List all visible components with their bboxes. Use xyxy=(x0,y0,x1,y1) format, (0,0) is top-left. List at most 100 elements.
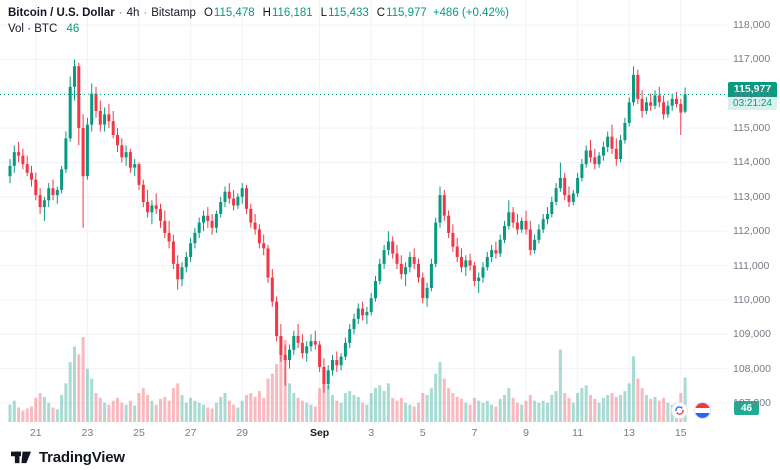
price-tick-label: 108,000 xyxy=(733,362,771,375)
volume-bar xyxy=(636,378,640,422)
volume-bar xyxy=(60,394,64,422)
candle-body xyxy=(644,102,648,111)
volume-bar xyxy=(554,391,558,422)
candle-body xyxy=(305,346,309,354)
candle-body xyxy=(391,241,395,254)
candle-body xyxy=(38,195,42,208)
candle-body xyxy=(374,281,377,299)
volume-bar xyxy=(533,400,537,422)
tradingview-logo-icon[interactable] xyxy=(10,447,32,467)
candle-body xyxy=(498,239,502,254)
candle-body xyxy=(146,201,150,213)
separator-dot: · xyxy=(143,7,148,19)
volume-bar xyxy=(223,393,227,422)
volume-bar xyxy=(382,391,386,422)
volume-bar xyxy=(300,400,304,422)
candle-body xyxy=(68,86,72,139)
ohlc-low: L115,433 xyxy=(320,7,369,19)
candle-body xyxy=(408,256,412,268)
candle-body xyxy=(17,152,21,156)
candle-body xyxy=(442,195,446,216)
volume-bar xyxy=(154,404,158,422)
time-tick-label: Sep xyxy=(309,427,330,439)
volume-bar xyxy=(606,394,610,422)
brand-name[interactable]: TradingView xyxy=(39,448,125,466)
candle-body xyxy=(8,165,12,177)
price-tick-label: 107,000 xyxy=(733,397,771,409)
volume-bar xyxy=(537,402,541,422)
candle-body xyxy=(369,298,373,312)
candle-body xyxy=(679,104,683,113)
volume-bar xyxy=(374,388,377,422)
symbol-button[interactable]: Bitcoin / U.S. Dollar xyxy=(8,7,115,19)
separator-dot: · xyxy=(27,23,32,35)
volume-bar xyxy=(193,400,197,422)
interval-button[interactable]: 4h xyxy=(126,7,140,19)
candle-body xyxy=(210,220,214,228)
volume-bar xyxy=(614,396,618,422)
candle-body xyxy=(589,150,592,158)
candle-body xyxy=(288,349,291,361)
volume-bar xyxy=(279,352,283,422)
volume-unit: BTC xyxy=(34,23,58,35)
candle-body xyxy=(124,152,128,158)
volume-bar xyxy=(253,396,257,422)
volume-bar xyxy=(90,378,94,422)
candle-body xyxy=(404,267,408,275)
volume-bar xyxy=(404,402,408,422)
volume-bar xyxy=(477,400,481,422)
volume-bar xyxy=(68,362,72,422)
candle-body xyxy=(434,222,438,264)
candle-body xyxy=(51,188,55,196)
volume-bar xyxy=(210,408,214,422)
candle-body xyxy=(464,260,468,268)
candle-body xyxy=(128,152,132,168)
volume-bar xyxy=(335,400,339,422)
flag-roundel-icon[interactable] xyxy=(694,402,711,419)
volume-bar xyxy=(683,377,687,422)
volume-bar xyxy=(257,391,261,422)
volume-bar xyxy=(378,385,382,422)
candle-body xyxy=(85,124,89,177)
volume-bar xyxy=(38,393,42,422)
volume-bar xyxy=(25,408,29,422)
volume-label[interactable]: Vol xyxy=(8,23,24,35)
time-axis[interactable]: 21 23 25 27 29 Sep 3 5 7 9 11 13 15 xyxy=(0,422,780,444)
price-tick-label: 115,000 xyxy=(733,122,771,135)
price-tick-label: 118,000 xyxy=(733,19,771,31)
volume-bar xyxy=(103,402,107,422)
candle-body xyxy=(520,220,524,230)
volume-bar xyxy=(81,337,85,422)
volume-bar xyxy=(515,402,519,422)
exchange-label[interactable]: Bitstamp xyxy=(151,7,196,19)
volume-bar xyxy=(94,393,98,422)
price-tick-label: 113,000 xyxy=(733,190,771,203)
candle-body xyxy=(103,114,107,125)
volume-bar xyxy=(520,404,524,422)
volume-bar xyxy=(386,383,390,422)
volume-bar xyxy=(159,398,162,422)
candle-body xyxy=(670,98,674,106)
ohlc-high: H116,181 xyxy=(262,7,313,19)
candle-body xyxy=(386,241,390,251)
candle-body xyxy=(485,256,489,268)
price-axis[interactable]: 115,977 03:21:24 46 118,000 117,000 116,00… xyxy=(727,0,780,422)
candlestick-chart[interactable] xyxy=(0,0,727,422)
cycle-arrows-icon[interactable] xyxy=(671,402,688,419)
volume-bar xyxy=(171,388,175,422)
candle-body xyxy=(141,184,145,202)
time-tick-label: 13 xyxy=(623,427,636,439)
candle-body xyxy=(266,248,270,278)
candle-body xyxy=(601,146,605,156)
volume-bar xyxy=(571,402,575,422)
volume-bar xyxy=(593,398,597,422)
candle-body xyxy=(176,263,180,280)
volume-bar xyxy=(275,364,279,422)
candle-body xyxy=(94,93,98,111)
chart-row: Bitcoin / U.S. Dollar · 4h · Bitstamp O115,47… xyxy=(0,0,780,422)
volume-bar xyxy=(55,409,59,422)
candle-body xyxy=(451,232,455,247)
candle-body xyxy=(90,93,94,125)
volume-bar xyxy=(352,394,356,422)
